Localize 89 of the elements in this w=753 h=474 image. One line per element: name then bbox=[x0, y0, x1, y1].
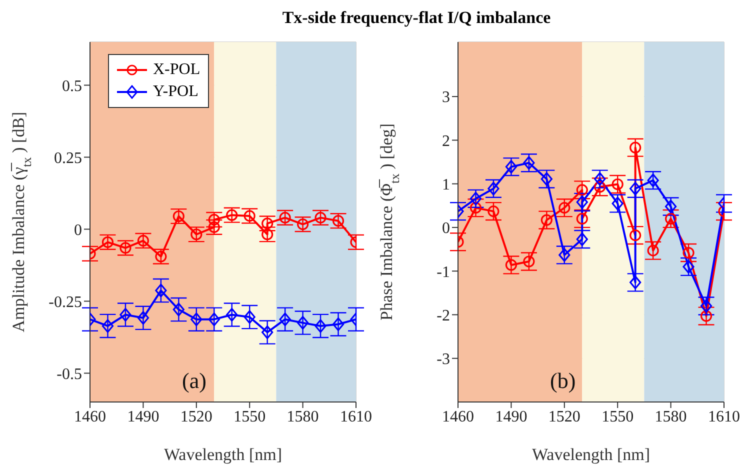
text: Tx-side frequency-flat I/Q imbalance bbox=[281, 8, 552, 29]
x-tick-label: 1460 bbox=[442, 408, 474, 426]
x-tick-label: 1550 bbox=[602, 408, 634, 426]
y-tick-label: -0.5 bbox=[56, 366, 82, 383]
x-tick-label: 1520 bbox=[180, 408, 212, 426]
x-axis-title: Wavelength [nm] bbox=[532, 445, 650, 464]
point bbox=[332, 317, 344, 332]
point bbox=[505, 160, 517, 174]
point bbox=[172, 302, 184, 316]
y-tick-label: -3 bbox=[436, 351, 450, 368]
y-tick-label: -1 bbox=[436, 264, 450, 281]
annotation: (a) bbox=[182, 368, 206, 394]
point bbox=[208, 221, 220, 233]
point bbox=[665, 212, 677, 225]
point bbox=[120, 242, 132, 254]
x-tick-label: 1550 bbox=[234, 408, 266, 426]
legend-label: X-POL bbox=[153, 60, 200, 80]
point bbox=[540, 214, 552, 226]
point bbox=[297, 218, 309, 230]
point bbox=[279, 212, 291, 224]
point bbox=[262, 326, 274, 340]
point bbox=[540, 172, 552, 186]
point bbox=[647, 174, 659, 188]
x-tick-label: 1610 bbox=[340, 408, 372, 426]
point bbox=[700, 310, 712, 322]
point bbox=[576, 212, 588, 225]
point bbox=[314, 212, 326, 224]
point bbox=[244, 210, 256, 222]
point bbox=[612, 196, 624, 210]
point bbox=[314, 319, 326, 333]
point bbox=[558, 202, 570, 214]
point bbox=[155, 250, 167, 262]
x-tick-label: 1580 bbox=[286, 408, 319, 426]
x-tick-label: 1490 bbox=[127, 408, 160, 426]
y-tick-label: 0 bbox=[442, 220, 450, 238]
legend-label: Y-POL bbox=[153, 82, 198, 102]
point bbox=[208, 214, 220, 226]
y-tick-label: 1 bbox=[442, 176, 450, 194]
point bbox=[208, 312, 220, 326]
point bbox=[594, 172, 606, 186]
point bbox=[505, 259, 517, 271]
x-tick-label: 1580 bbox=[654, 408, 687, 426]
y-tick-label: -2 bbox=[436, 307, 450, 324]
point bbox=[558, 248, 570, 262]
point bbox=[594, 181, 606, 193]
point bbox=[279, 312, 291, 326]
point bbox=[612, 178, 624, 190]
point bbox=[488, 182, 500, 196]
point bbox=[682, 246, 694, 259]
point bbox=[244, 310, 256, 324]
point bbox=[102, 319, 114, 333]
point bbox=[190, 228, 202, 240]
y-tick-label: -0.25 bbox=[48, 294, 82, 311]
y-tick-label: 3 bbox=[442, 89, 450, 106]
point bbox=[647, 244, 659, 256]
point bbox=[262, 228, 274, 240]
annotation: (b) bbox=[550, 368, 576, 394]
point bbox=[470, 202, 482, 214]
x-tick-label: 1520 bbox=[548, 408, 580, 426]
point bbox=[576, 184, 588, 196]
point bbox=[120, 308, 132, 322]
point bbox=[262, 218, 274, 230]
point bbox=[523, 256, 535, 268]
point bbox=[172, 210, 184, 222]
y-tick-label: 0 bbox=[74, 222, 82, 239]
x-tick-label: 1460 bbox=[74, 408, 106, 426]
point bbox=[226, 209, 238, 221]
point bbox=[665, 200, 677, 214]
y-tick-label: 0.25 bbox=[54, 150, 82, 167]
x-tick-label: 1490 bbox=[495, 408, 528, 426]
point bbox=[682, 260, 694, 274]
point bbox=[190, 312, 202, 326]
y-tick-label: 2 bbox=[442, 132, 450, 150]
point bbox=[137, 234, 149, 247]
point bbox=[630, 230, 642, 242]
point bbox=[297, 316, 309, 330]
point bbox=[155, 284, 167, 298]
point bbox=[226, 308, 238, 322]
x-axis-title: Wavelength [nm] bbox=[164, 445, 282, 464]
point bbox=[630, 142, 642, 154]
point bbox=[630, 182, 642, 196]
point bbox=[137, 311, 149, 325]
x-tick-label: 1610 bbox=[708, 408, 740, 426]
y-tick-label: 0.5 bbox=[62, 78, 82, 95]
point bbox=[630, 276, 642, 290]
point bbox=[576, 232, 588, 246]
point bbox=[488, 206, 500, 218]
point bbox=[576, 195, 588, 209]
point bbox=[523, 156, 535, 170]
